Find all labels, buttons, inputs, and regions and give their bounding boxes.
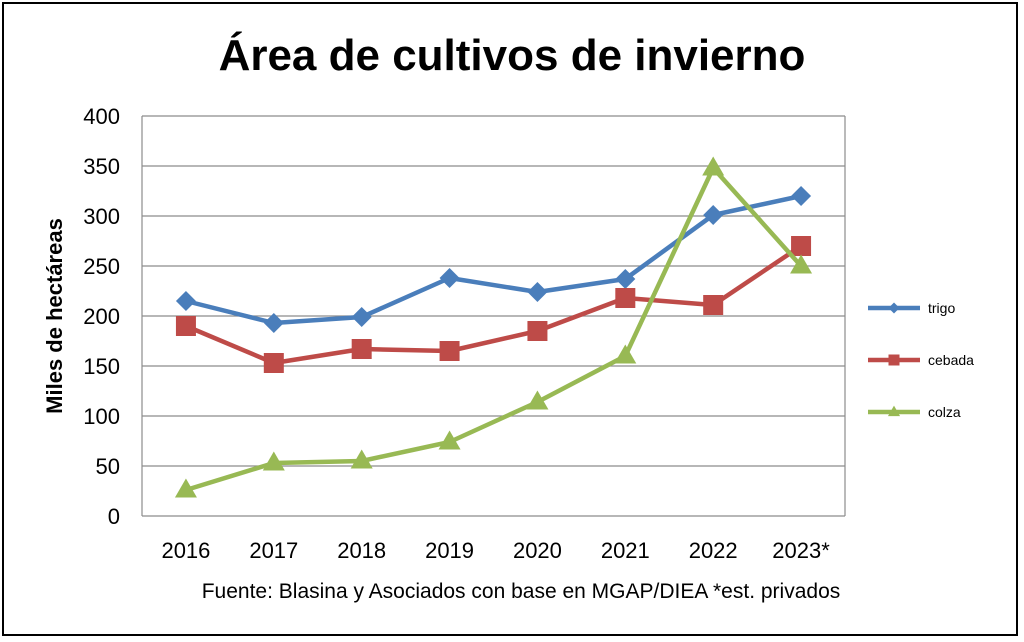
legend-label: colza bbox=[928, 404, 961, 420]
y-tick-label: 200 bbox=[83, 304, 120, 329]
x-tick-label: 2022 bbox=[689, 538, 738, 563]
y-tick-label: 50 bbox=[96, 454, 120, 479]
legend-marker bbox=[887, 405, 901, 417]
x-tick-label: 2023* bbox=[772, 538, 830, 563]
legend-label: trigo bbox=[928, 300, 955, 316]
data-point-cebada bbox=[439, 341, 460, 361]
data-point-colza bbox=[174, 478, 197, 498]
y-tick-label: 300 bbox=[83, 204, 120, 229]
series-trigo bbox=[175, 186, 812, 333]
series-colza bbox=[174, 156, 813, 498]
data-point-colza bbox=[702, 156, 725, 176]
data-point-trigo bbox=[703, 205, 724, 225]
x-tick-label: 2016 bbox=[161, 538, 210, 563]
data-point-cebada bbox=[263, 353, 284, 373]
data-point-cebada bbox=[351, 339, 372, 359]
x-tick-label: 2018 bbox=[337, 538, 386, 563]
series-line-trigo bbox=[185, 193, 802, 326]
data-point-colza bbox=[614, 344, 637, 364]
legend-item-colza: colza bbox=[868, 404, 961, 420]
data-point-trigo bbox=[351, 307, 372, 327]
y-tick-label: 100 bbox=[83, 404, 120, 429]
data-point-colza bbox=[350, 449, 373, 469]
data-point-colza bbox=[526, 390, 549, 410]
data-point-colza bbox=[438, 430, 461, 450]
series-cebada bbox=[175, 236, 812, 373]
y-tick-label: 400 bbox=[83, 104, 120, 129]
y-tick-label: 250 bbox=[83, 254, 120, 279]
chart-title: Área de cultivos de invierno bbox=[219, 30, 806, 80]
y-tick-label: 0 bbox=[108, 504, 120, 529]
data-point-trigo bbox=[527, 282, 548, 302]
data-point-colza bbox=[262, 451, 285, 471]
data-point-trigo bbox=[615, 269, 636, 289]
data-point-trigo bbox=[439, 268, 460, 288]
data-point-cebada bbox=[791, 236, 812, 256]
data-point-trigo bbox=[791, 186, 812, 206]
legend-item-trigo: trigo bbox=[868, 300, 955, 316]
x-tick-label: 2019 bbox=[425, 538, 474, 563]
legend: trigo cebada colza bbox=[868, 300, 974, 420]
x-axis-ticks: 2016 2017 2018 2019 2020 2021 2022 2023* bbox=[161, 538, 830, 563]
data-point-cebada bbox=[615, 288, 636, 308]
x-tick-label: 2020 bbox=[513, 538, 562, 563]
legend-marker bbox=[888, 354, 900, 366]
data-point-cebada bbox=[703, 295, 724, 315]
legend-label: cebada bbox=[928, 352, 974, 368]
x-tick-label: 2021 bbox=[601, 538, 650, 563]
series-line-cebada bbox=[185, 244, 803, 366]
y-axis-ticks: 0 50 100 150 200 250 300 350 400 bbox=[83, 104, 120, 529]
y-axis-label: Miles de hectáreas bbox=[42, 218, 67, 414]
data-point-cebada bbox=[175, 316, 196, 336]
y-tick-label: 350 bbox=[83, 154, 120, 179]
data-point-colza bbox=[790, 254, 813, 274]
x-tick-label: 2017 bbox=[249, 538, 298, 563]
data-point-trigo bbox=[175, 291, 196, 311]
data-point-cebada bbox=[527, 321, 548, 341]
series-line-colza bbox=[185, 165, 803, 493]
series-group bbox=[174, 156, 813, 498]
y-tick-label: 150 bbox=[83, 354, 120, 379]
chart-frame bbox=[2, 2, 1018, 636]
data-point-trigo bbox=[263, 313, 284, 333]
legend-item-cebada: cebada bbox=[868, 352, 974, 368]
legend-marker bbox=[888, 302, 900, 314]
source-note: Fuente: Blasina y Asociados con base en … bbox=[202, 580, 841, 603]
